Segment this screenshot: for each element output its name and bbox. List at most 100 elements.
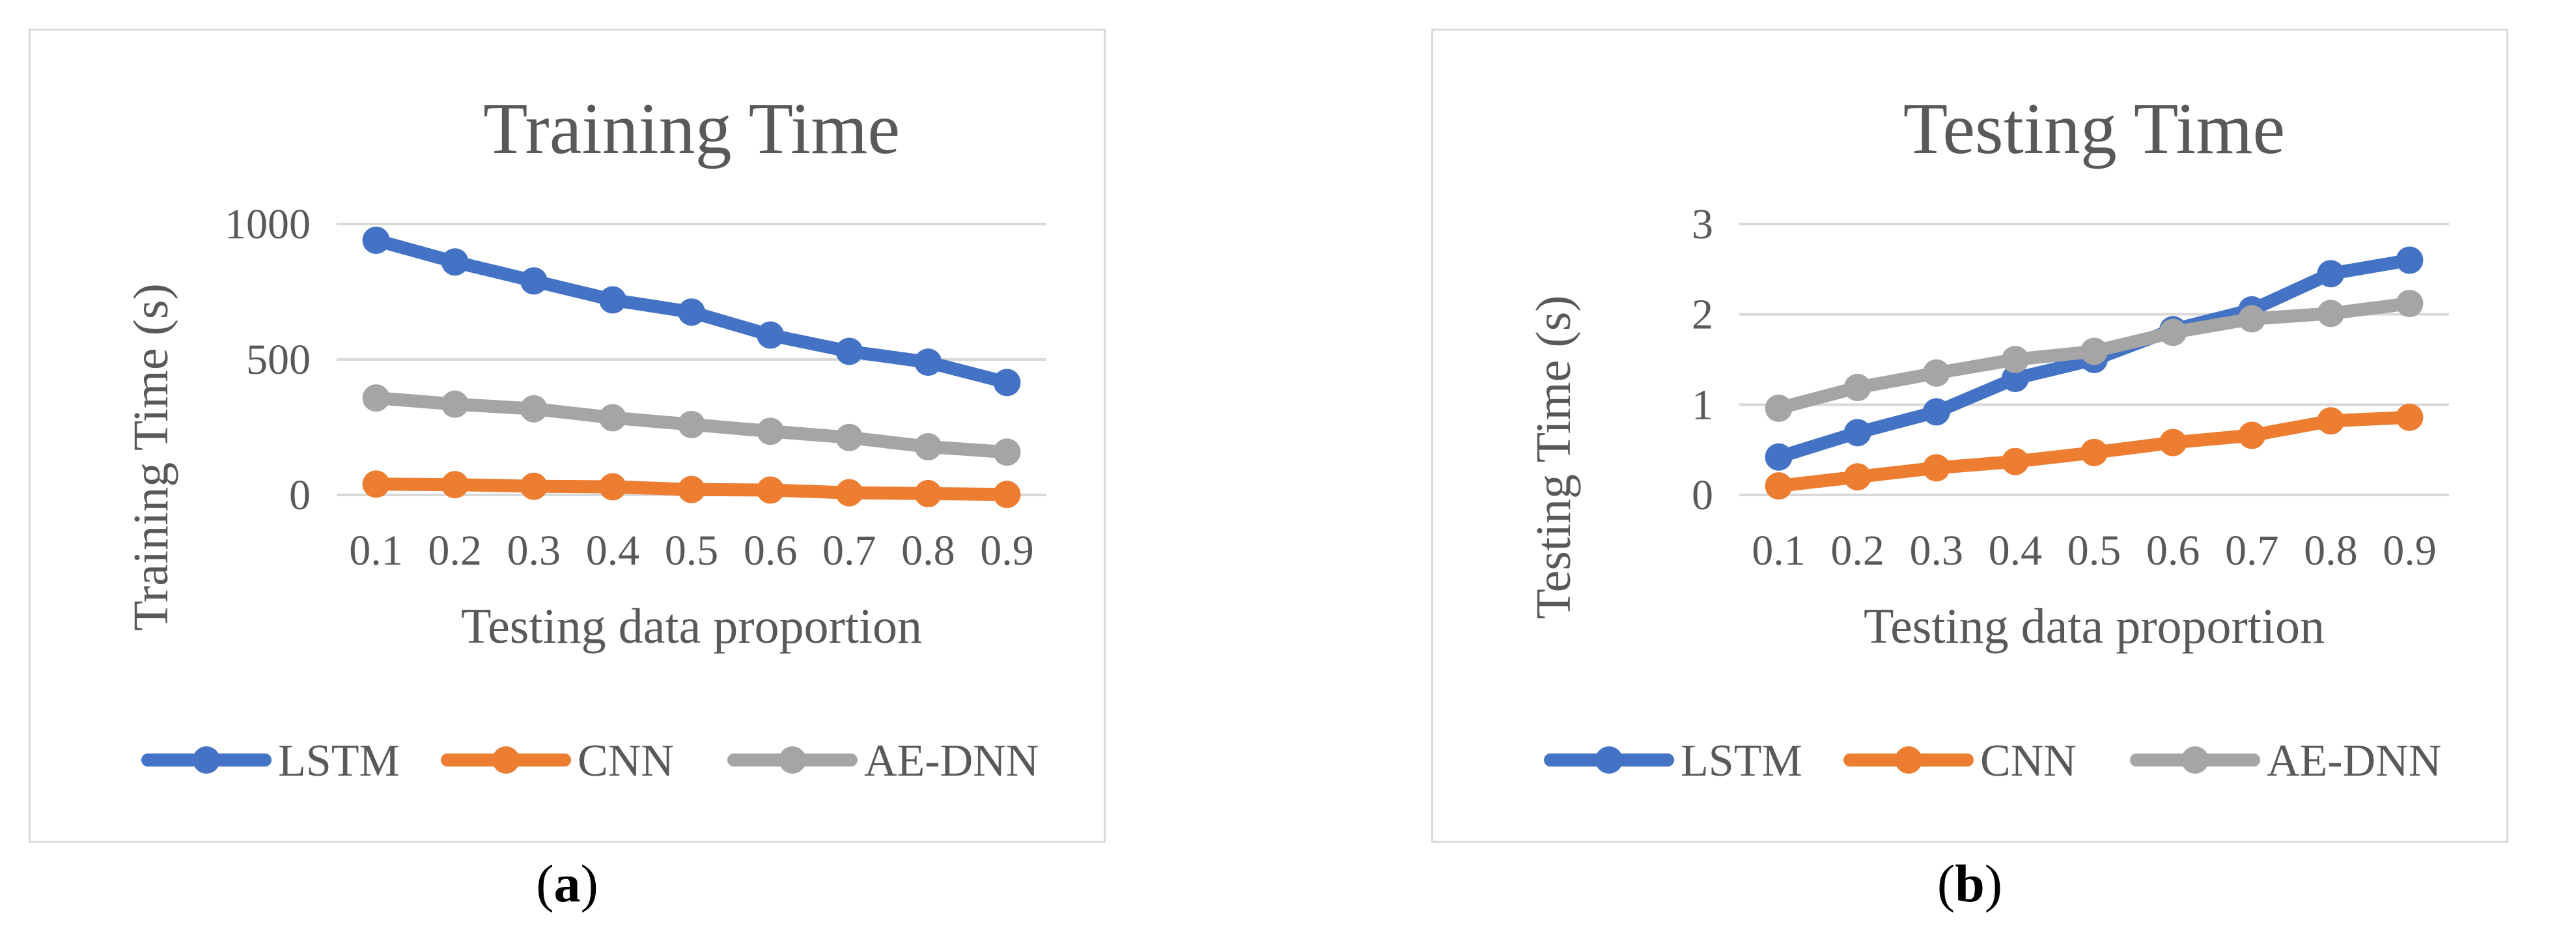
training-point-cnn xyxy=(993,481,1021,509)
testing-point-lstm xyxy=(1765,443,1793,471)
training-legend-label-lstm: LSTM xyxy=(278,736,400,786)
training-point-cnn xyxy=(520,472,548,500)
training-point-lstm xyxy=(757,321,785,349)
testing-x-tick-label: 0.3 xyxy=(1910,527,1964,574)
testing-point-ae-dnn xyxy=(1922,359,1950,387)
testing-point-lstm xyxy=(2001,365,2029,393)
training-point-lstm xyxy=(441,248,469,276)
testing-legend-label-cnn: CNN xyxy=(1980,736,2077,786)
testing-legend-item-cnn: CNN xyxy=(1843,736,2077,786)
testing-point-ae-dnn xyxy=(2396,290,2424,318)
testing-point-lstm xyxy=(1922,398,1950,426)
training-point-ae-dnn xyxy=(520,395,548,423)
training-x-tick-label: 0.7 xyxy=(822,527,876,574)
training-point-ae-dnn xyxy=(757,417,785,445)
testing-x-tick-label: 0.9 xyxy=(2383,527,2437,574)
training-y-tick-label: 1000 xyxy=(225,201,311,248)
testing-y-tick-label: 1 xyxy=(1692,381,1713,429)
training-x-tick-label: 0.6 xyxy=(744,527,798,574)
testing-x-tick-label: 0.1 xyxy=(1752,527,1806,574)
training-point-ae-dnn xyxy=(993,438,1021,466)
training-point-ae-dnn xyxy=(598,404,626,432)
training-x-tick-label: 0.2 xyxy=(428,527,482,574)
testing-point-cnn xyxy=(1922,454,1950,482)
training-y-tick-label: 0 xyxy=(289,472,311,519)
training-legend-marker-cnn xyxy=(492,746,520,774)
testing-point-ae-dnn xyxy=(2080,337,2108,365)
training-chart-title: Training Time xyxy=(483,89,900,169)
testing-y-tick-label: 0 xyxy=(1692,472,1713,519)
training-y-axis-title: Training Time (s) xyxy=(124,283,178,631)
testing-point-ae-dnn xyxy=(2001,346,2029,373)
testing-x-axis-title: Testing data proportion xyxy=(1864,599,2325,654)
training-legend-marker-ae-dnn xyxy=(779,746,806,774)
testing-legend-label-lstm: LSTM xyxy=(1681,736,1802,786)
training-point-lstm xyxy=(598,286,626,314)
training-point-cnn xyxy=(914,479,942,507)
training-point-lstm xyxy=(678,298,705,326)
testing-point-lstm xyxy=(2317,260,2345,288)
testing-point-ae-dnn xyxy=(1765,394,1793,422)
training-point-ae-dnn xyxy=(362,384,390,412)
testing-legend-label-ae-dnn: AE-DNN xyxy=(2267,736,2441,786)
testing-legend-item-lstm: LSTM xyxy=(1544,736,1802,786)
training-point-cnn xyxy=(362,470,390,498)
caption-b-open: ( xyxy=(1937,854,1955,913)
training-x-tick-label: 0.5 xyxy=(665,527,719,574)
testing-x-tick-label: 0.4 xyxy=(1989,527,2043,574)
testing-point-lstm xyxy=(2396,246,2424,274)
testing-point-cnn xyxy=(1843,463,1871,491)
training-point-ae-dnn xyxy=(441,390,469,418)
training-point-lstm xyxy=(914,348,942,376)
training-point-ae-dnn xyxy=(678,410,705,438)
training-point-ae-dnn xyxy=(914,432,942,460)
testing-point-cnn xyxy=(2159,429,2187,457)
caption-b-close: ) xyxy=(1984,854,2003,913)
caption-a: (a) xyxy=(437,853,697,914)
training-point-cnn xyxy=(598,473,626,501)
caption-a-open: ( xyxy=(536,854,554,913)
testing-legend-marker-ae-dnn xyxy=(2181,746,2209,774)
caption-b: (b) xyxy=(1840,853,2100,914)
training-x-tick-label: 0.9 xyxy=(980,527,1034,574)
testing-x-tick-label: 0.2 xyxy=(1830,527,1884,574)
training-legend-marker-lstm xyxy=(193,746,220,774)
testing-legend-marker-lstm xyxy=(1595,746,1623,774)
training-time-chart: Training Time 0 500 1000 0.1 0.2 0.3 0.4 0.5 0.6 0… xyxy=(29,29,1106,843)
testing-x-tick-label: 0.8 xyxy=(2304,527,2358,574)
training-point-cnn xyxy=(835,479,863,507)
testing-y-axis-title: Testing Time (s) xyxy=(1526,295,1581,619)
testing-y-tick-label: 3 xyxy=(1692,201,1713,248)
testing-point-cnn xyxy=(2396,403,2424,431)
training-x-tick-label: 0.4 xyxy=(586,527,640,574)
training-legend-item-lstm: LSTM xyxy=(141,736,400,786)
testing-legend-marker-cnn xyxy=(1895,746,1922,774)
training-point-cnn xyxy=(678,475,705,503)
training-point-lstm xyxy=(993,369,1021,397)
testing-point-cnn xyxy=(2001,447,2029,475)
training-legend-item-ae-dnn: AE-DNN xyxy=(727,736,1039,786)
testing-point-ae-dnn xyxy=(2159,318,2187,346)
caption-a-letter: a xyxy=(553,854,581,913)
testing-time-chart-svg: Testing Time 0 1 2 3 0.1 0.2 0.3 0.4 0.5 0.6 0.7 0.8… xyxy=(1526,89,2449,786)
training-point-cnn xyxy=(757,476,785,504)
testing-point-cnn xyxy=(2080,438,2108,466)
testing-chart-title: Testing Time xyxy=(1903,89,2286,169)
training-x-tick-label: 0.8 xyxy=(901,527,955,574)
testing-time-chart: Testing Time 0 1 2 3 0.1 0.2 0.3 0.4 0.5 0.6 0.7 0.8… xyxy=(1431,29,2508,843)
testing-point-cnn xyxy=(1765,472,1793,500)
training-legend-label-ae-dnn: AE-DNN xyxy=(864,736,1039,786)
testing-point-ae-dnn xyxy=(2317,300,2345,328)
training-point-lstm xyxy=(362,226,390,254)
testing-legend-item-ae-dnn: AE-DNN xyxy=(2130,736,2441,786)
training-time-chart-svg: Training Time 0 500 1000 0.1 0.2 0.3 0.4 0.5 0.6 0… xyxy=(124,89,1046,786)
training-point-ae-dnn xyxy=(835,423,863,451)
testing-point-cnn xyxy=(2238,421,2266,449)
training-point-cnn xyxy=(441,471,469,499)
testing-point-cnn xyxy=(2317,407,2345,435)
training-y-tick-label: 500 xyxy=(246,336,311,384)
training-legend-label-cnn: CNN xyxy=(578,736,674,786)
caption-b-letter: b xyxy=(1955,854,1985,913)
training-point-lstm xyxy=(520,267,548,295)
testing-point-ae-dnn xyxy=(1843,373,1871,401)
